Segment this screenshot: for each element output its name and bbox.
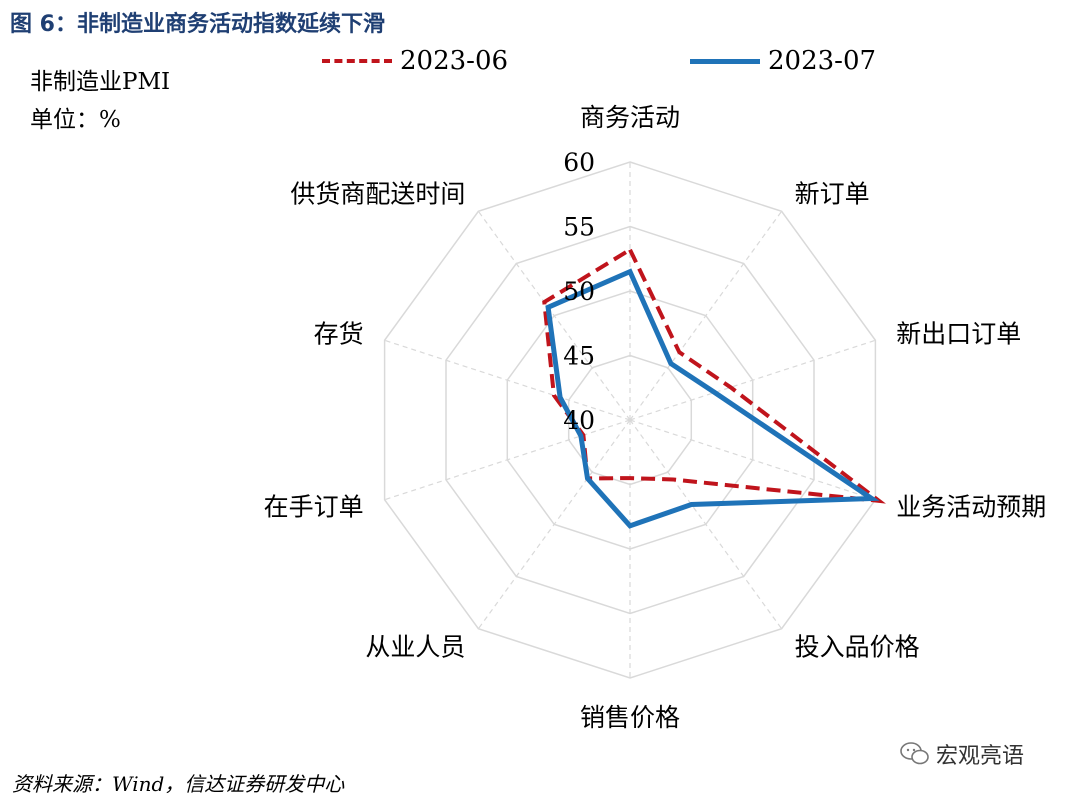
category-label: 销售价格 — [580, 703, 680, 732]
tick-label: 55 — [563, 213, 595, 242]
grid-ring — [383, 161, 877, 679]
series-line-2023-07 — [545, 268, 880, 529]
category-label: 业务活动预期 — [896, 493, 1046, 522]
wechat-icon — [900, 742, 929, 765]
legend-dashed-line-icon — [322, 59, 392, 63]
legend-label-2023-06: 2023-06 — [400, 46, 509, 76]
tick-label: 50 — [563, 277, 595, 306]
grid-spoke — [384, 339, 631, 421]
grid-spoke — [629, 419, 783, 630]
category-label: 存货 — [314, 320, 364, 349]
watermark: 宏观亮语 — [900, 738, 1024, 770]
legend-item-2023-07: 2023-07 — [690, 42, 876, 80]
category-label: 从业人员 — [365, 633, 465, 662]
watermark-text: 宏观亮语 — [936, 744, 1025, 769]
grid-spoke — [477, 210, 631, 421]
source-note: 资料来源：Wind，信达证券研发中心 — [12, 772, 345, 796]
category-label: 新出口订单 — [896, 320, 1021, 349]
grid-spoke — [629, 419, 876, 501]
tick-label: 40 — [563, 406, 595, 435]
tick-label: 45 — [563, 342, 595, 371]
unit-label: 单位：% — [30, 107, 121, 133]
grid-spoke — [629, 339, 876, 421]
category-label: 在手订单 — [264, 493, 364, 522]
legend-label-2023-07: 2023-07 — [768, 46, 877, 76]
grid-spoke — [384, 419, 631, 501]
chart-subtitle: 非制造业PMI — [30, 69, 171, 95]
grid-spoke — [477, 419, 631, 630]
category-label: 投入品价格 — [795, 633, 920, 662]
tick-label: 60 — [563, 148, 595, 177]
figure-title: 图 6：非制造业商务活动指数延续下滑 — [10, 12, 385, 37]
series-line-2023-06 — [542, 246, 886, 504]
legend-solid-line-icon — [690, 58, 760, 64]
legend-item-2023-06: 2023-06 — [322, 42, 508, 80]
category-label: 新订单 — [795, 180, 870, 209]
category-label: 商务活动 — [580, 103, 680, 132]
grid-spoke — [629, 210, 783, 421]
category-label: 供货商配送时间 — [290, 180, 465, 209]
